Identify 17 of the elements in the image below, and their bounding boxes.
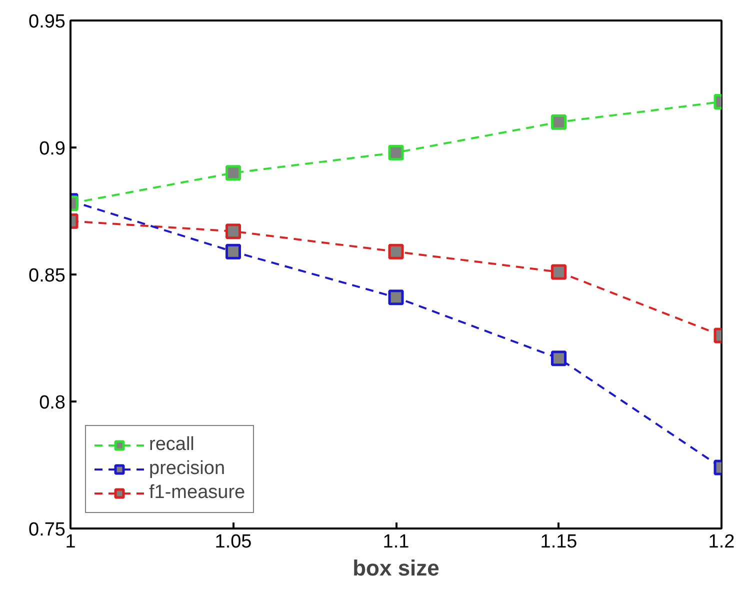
x-tick-label: 1.1 (382, 532, 410, 552)
x-tick-label: 1.15 (540, 532, 578, 552)
x-tick-label: 1 (65, 532, 76, 552)
legend-label: f1-measure (149, 482, 246, 504)
x-tick-label: 1.05 (214, 532, 252, 552)
x-axis-title: box size (352, 556, 440, 580)
legend-label: precision (149, 458, 226, 480)
point (388, 144, 404, 160)
y-tick-label: 0.85 (28, 266, 66, 286)
y-tick-label: 0.75 (28, 520, 66, 540)
y-tick-label: 0.8 (39, 392, 66, 414)
point (388, 244, 404, 260)
point (388, 290, 404, 306)
legend-label: recall (149, 434, 194, 456)
y-tick-label: 0.9 (39, 138, 66, 160)
y-tick-label: 0.95 (28, 12, 66, 32)
x-tick-label: 1.2 (708, 532, 735, 552)
